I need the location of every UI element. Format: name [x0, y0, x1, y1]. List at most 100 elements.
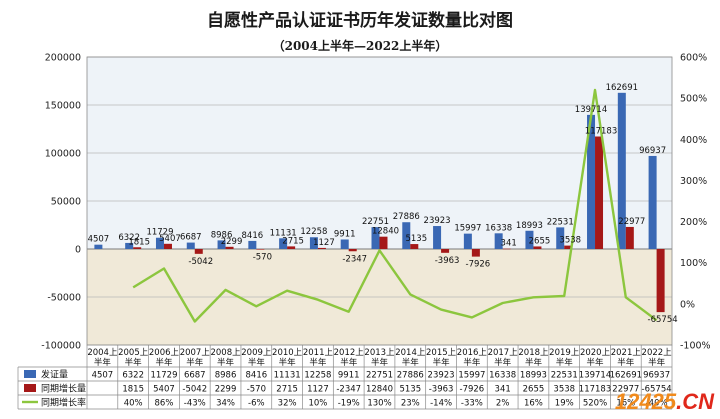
x-tick-label: 2012上半年: [334, 348, 365, 368]
table-cell: -33%: [461, 399, 483, 409]
x-tick-label: 2022上半年: [642, 348, 673, 368]
bar-issued: [186, 242, 195, 249]
bar-issued: [125, 242, 134, 249]
table-cell: 139714: [579, 371, 611, 381]
bar-issued: [494, 233, 503, 249]
table-cell: 86%: [155, 399, 174, 409]
table-cell: 341: [495, 385, 511, 395]
bar-growth: [564, 245, 573, 249]
y-right-tick-label: 600%: [680, 53, 707, 64]
x-tick-label: 2021上半年: [611, 348, 642, 368]
table-cell: -40%: [646, 399, 668, 409]
table-cell: 40%: [124, 399, 143, 409]
legend-label: 同期增长率: [41, 397, 86, 409]
x-tick-label: 2018上半年: [518, 348, 549, 368]
bar-issued: [587, 114, 596, 249]
table-cell: 117183: [579, 385, 611, 395]
y-right-tick-label: 500%: [680, 94, 707, 105]
x-tick-label: 2009上半年: [241, 348, 272, 368]
bar-issued: [648, 155, 657, 249]
table-cell: -5042: [182, 385, 207, 395]
legend-label: 同期增长量: [41, 383, 86, 395]
table-cell: 6687: [184, 371, 206, 381]
data-label-growth: 2655: [529, 236, 551, 246]
table-cell: 11729: [150, 371, 177, 381]
data-label-issued: 6322: [118, 233, 140, 243]
y-right-tick-label: 300%: [680, 176, 707, 187]
x-tick-label: 2015上半年: [426, 348, 457, 368]
y-right-tick-label: 400%: [680, 135, 707, 146]
data-table: 2004上半年2005上半年2006上半年2007上半年2008上半年2009上…: [17, 345, 673, 410]
table-cell: -65754: [642, 385, 672, 395]
table-cell: 22977: [612, 385, 639, 395]
x-tick-label: 2011上半年: [303, 348, 334, 368]
data-label-issued: 139714: [575, 105, 607, 115]
bar-issued: [371, 227, 380, 249]
data-label-issued: 8416: [242, 231, 264, 241]
data-label-growth: -3963: [435, 256, 460, 266]
bar-issued: [433, 226, 442, 249]
bar-growth: [133, 247, 142, 249]
table-cell: 2299: [215, 385, 237, 395]
data-label-growth: 2715: [282, 236, 304, 246]
table-cell: 32%: [278, 399, 297, 409]
data-label-issued: 18993: [516, 221, 543, 231]
table-cell: 16%: [524, 399, 543, 409]
bar-growth: [348, 249, 357, 252]
table-cell: 96937: [643, 371, 670, 381]
x-tick-label: 2014上半年: [395, 348, 426, 368]
bar-growth: [256, 249, 265, 250]
table-cell: -2347: [336, 385, 361, 395]
data-label-growth: -65754: [648, 315, 678, 325]
data-label-issued: 8986: [211, 230, 233, 240]
table-cell: 8986: [215, 371, 237, 381]
table-cell: 8416: [246, 371, 268, 381]
table-cell: 520%: [583, 399, 607, 409]
table-cell: 16%: [616, 399, 635, 409]
bar-issued: [525, 230, 534, 249]
table-cell: -7926: [460, 385, 485, 395]
bar-issued: [556, 227, 565, 249]
chart-title: 自愿性产品认证证书历年发证数量比对图: [207, 10, 513, 31]
data-label-issued: 15997: [454, 224, 481, 234]
data-label-issued: 11729: [146, 228, 173, 238]
bar-growth: [379, 236, 388, 249]
table-cell: 1815: [122, 385, 144, 395]
table-cell: 11131: [274, 371, 301, 381]
y-left-tick-label: -100000: [41, 341, 81, 352]
table-cell: 2715: [276, 385, 298, 395]
table-cell: 22751: [366, 371, 393, 381]
data-label-growth: 12840: [372, 227, 399, 237]
data-label-growth: 3538: [559, 236, 581, 246]
x-tick-label: 2010上半年: [272, 348, 303, 368]
y-right-tick-label: 100%: [680, 258, 707, 269]
y-right-tick-label: 0%: [680, 299, 695, 310]
table-cell: -14%: [430, 399, 452, 409]
x-tick-label: 2007上半年: [180, 348, 211, 368]
bar-growth: [410, 244, 419, 249]
bar-growth: [625, 226, 634, 249]
data-label-issued: 23923: [424, 216, 451, 226]
table-cell: -43%: [184, 399, 206, 409]
watermark-logo: 12425.CN: [615, 389, 714, 415]
data-label-growth: 341: [501, 239, 517, 249]
table-cell: 27886: [397, 371, 424, 381]
data-label-growth: 117183: [585, 127, 617, 137]
data-label-issued: 27886: [393, 212, 420, 222]
bar-issued: [309, 237, 318, 249]
data-label-growth: -5042: [188, 257, 213, 267]
data-label-issued: 22531: [547, 217, 574, 227]
bar-issued: [463, 233, 472, 249]
bar-issued: [340, 239, 349, 249]
table-cell: 162691: [610, 371, 642, 381]
y-left-tick-label: 200000: [45, 53, 81, 64]
bar-growth: [194, 249, 203, 254]
x-tick-label: 2019上半年: [549, 348, 580, 368]
table-cell: 4507: [92, 371, 114, 381]
bar-issued: [217, 240, 226, 249]
data-label-issued: 6687: [180, 233, 202, 243]
legend-label: 发证量: [41, 369, 68, 381]
chart-subtitle: （2004上半年—2022上半年）: [273, 38, 448, 53]
